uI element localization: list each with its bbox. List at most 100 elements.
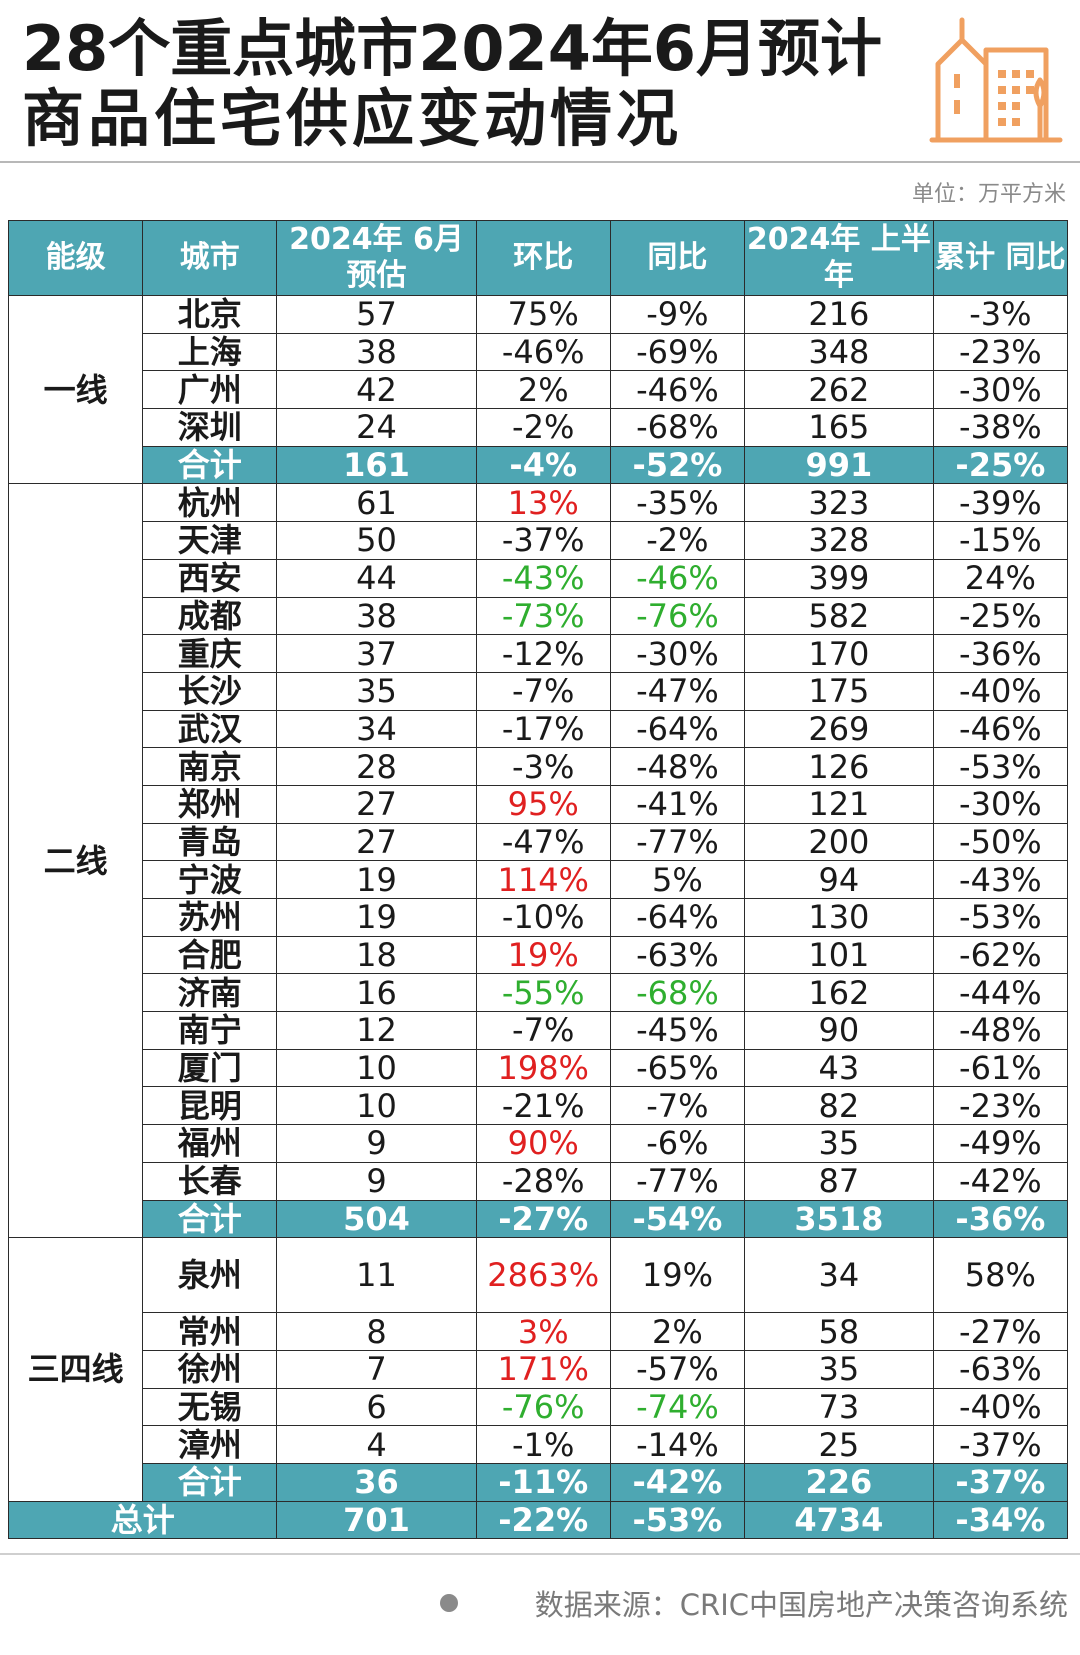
cell-june-estimate: 19	[276, 898, 477, 937]
cell-june-estimate: 9	[276, 1161, 477, 1201]
cell-cumulative-yoy: -40%	[932, 1387, 1069, 1427]
cell-mom: -76%	[475, 1387, 611, 1427]
table-row: 长沙 35 -7% -47% 175 -40%	[9, 671, 1069, 711]
subtotal-yoy: -54%	[609, 1199, 746, 1239]
cell-yoy: -6%	[609, 1124, 746, 1163]
cell-cumulative-yoy: -62%	[932, 935, 1069, 975]
cell-cumulative-yoy: -3%	[932, 295, 1069, 334]
city-name: 常州	[142, 1312, 278, 1351]
table-row: 厦门 10 198% -65% 43 -61%	[9, 1048, 1069, 1088]
cell-yoy: -46%	[609, 558, 746, 598]
cell-cumulative-yoy: -38%	[932, 408, 1069, 447]
city-name: 广州	[142, 370, 278, 410]
unit-label: 单位：万平方米	[911, 182, 1066, 207]
tier-label: 一线	[7, 294, 144, 485]
cell-june-estimate: 34	[276, 709, 477, 749]
table-row: 济南 16 -55% -68% 162 -44%	[9, 973, 1069, 1013]
table-row: 天津 50 -37% -2% 328 -15%	[9, 521, 1069, 560]
header-row: 能级 城市 2024年 6月预估 环比 同比 2024年 上半年 累计 同比	[7, 220, 1069, 296]
cell-yoy: -30%	[609, 634, 746, 673]
cell-h1: 101	[744, 935, 934, 975]
subtotal-mom: -27%	[475, 1199, 611, 1239]
cell-h1: 582	[744, 596, 934, 636]
city-name: 杭州	[142, 483, 278, 523]
city-name: 重庆	[142, 634, 278, 673]
cell-h1: 25	[744, 1425, 934, 1464]
cell-cumulative-yoy: -53%	[932, 747, 1069, 786]
cell-h1: 126	[744, 747, 934, 786]
city-name: 昆明	[142, 1086, 278, 1126]
cell-yoy: -35%	[609, 483, 746, 523]
city-name: 武汉	[142, 709, 278, 749]
bullet-icon	[440, 1594, 458, 1612]
table-row: 郑州 27 95% -41% 121 -30%	[9, 784, 1069, 824]
total-yoy: -53%	[609, 1500, 746, 1540]
cell-yoy: -57%	[609, 1349, 746, 1389]
cell-h1: 269	[744, 709, 934, 749]
city-name: 苏州	[142, 898, 278, 937]
cell-june-estimate: 27	[276, 822, 477, 862]
cell-h1: 58	[744, 1312, 934, 1351]
building-icon	[929, 17, 1063, 143]
cell-mom: 75%	[475, 295, 611, 334]
city-name: 西安	[142, 558, 278, 598]
total-mom: -22%	[475, 1500, 611, 1540]
subtotal-label: 合计	[142, 445, 278, 485]
cell-cumulative-yoy: -44%	[932, 973, 1069, 1013]
city-name: 上海	[142, 332, 278, 372]
table-row: 重庆 37 -12% -30% 170 -36%	[9, 634, 1069, 673]
cell-june-estimate: 9	[276, 1124, 477, 1163]
title-line-2: 商品住宅供应变动情况	[22, 82, 683, 155]
city-name: 郑州	[142, 784, 278, 824]
city-name: 北京	[142, 295, 278, 334]
subtotal-label: 合计	[142, 1199, 278, 1239]
cell-june-estimate: 6	[276, 1387, 477, 1427]
cell-mom: 90%	[475, 1124, 611, 1163]
table-row: 长春 9 -28% -77% 87 -42%	[9, 1161, 1069, 1201]
cell-june-estimate: 28	[276, 747, 477, 786]
cell-mom: -3%	[475, 747, 611, 786]
subtotal-row: 合计 504 -27% -54% 3518 -36%	[9, 1199, 1069, 1239]
cell-cumulative-yoy: 58%	[932, 1237, 1069, 1314]
cell-mom: -2%	[475, 408, 611, 447]
table-row: 深圳 24 -2% -68% 165 -38%	[9, 408, 1069, 447]
cell-mom: -7%	[475, 671, 611, 711]
city-name: 合肥	[142, 935, 278, 975]
cell-yoy: -48%	[609, 747, 746, 786]
cell-june-estimate: 18	[276, 935, 477, 975]
table-row: 上海 38 -46% -69% 348 -23%	[9, 332, 1069, 372]
tier-label: 二线	[7, 483, 144, 1239]
cell-h1: 216	[744, 295, 934, 334]
cell-yoy: -41%	[609, 784, 746, 824]
cell-h1: 94	[744, 860, 934, 899]
footer-divider	[0, 1553, 1080, 1555]
city-name: 天津	[142, 521, 278, 560]
cell-h1: 35	[744, 1349, 934, 1389]
cell-mom: -28%	[475, 1161, 611, 1201]
cell-cumulative-yoy: -37%	[932, 1425, 1069, 1464]
subtotal-h1: 3518	[744, 1199, 934, 1239]
table-row: 武汉 34 -17% -64% 269 -46%	[9, 709, 1069, 749]
table-row: 徐州 7 171% -57% 35 -63%	[9, 1349, 1069, 1389]
total-label: 总计	[7, 1500, 278, 1540]
table-row: 三四线 泉州 11 2863% 19% 34 58%	[7, 1237, 1069, 1502]
cell-cumulative-yoy: -50%	[932, 822, 1069, 862]
cell-mom: -12%	[475, 634, 611, 673]
cell-cumulative-yoy: -63%	[932, 1349, 1069, 1389]
cell-cumulative-yoy: -39%	[932, 483, 1069, 523]
title-divider	[0, 161, 1080, 163]
subtotal-row: 合计 161 -4% -52% 991 -25%	[9, 445, 1069, 485]
header-yoy: 同比	[609, 220, 746, 296]
subtotal-h1: 991	[744, 445, 934, 485]
cell-yoy: -7%	[609, 1086, 746, 1126]
cell-cumulative-yoy: -23%	[932, 332, 1069, 372]
title-line-1: 28个重点城市2024年6月预计	[22, 12, 882, 85]
subtotal-mom: -4%	[475, 445, 611, 485]
cell-yoy: -68%	[609, 408, 746, 447]
cell-june-estimate: 24	[276, 408, 477, 447]
cell-cumulative-yoy: -42%	[932, 1161, 1069, 1201]
cell-yoy: -46%	[609, 370, 746, 410]
cell-mom: -47%	[475, 822, 611, 862]
subtotal-june-estimate: 504	[276, 1199, 477, 1239]
cell-h1: 323	[744, 483, 934, 523]
